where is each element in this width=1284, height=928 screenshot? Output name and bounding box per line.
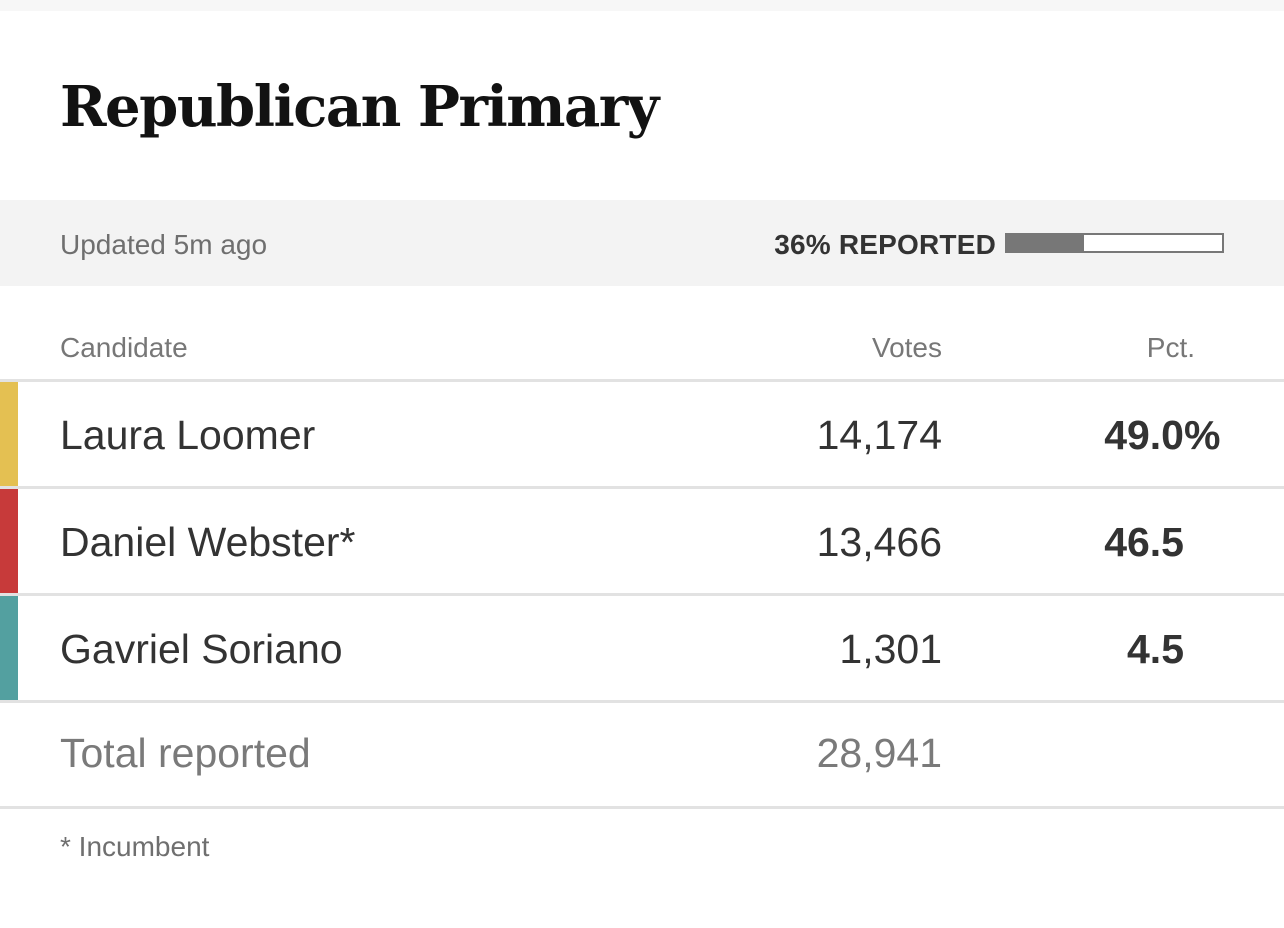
row-divider bbox=[0, 379, 1284, 382]
candidate-name: Gavriel Soriano bbox=[60, 626, 343, 672]
candidate-name: Daniel Webster* bbox=[60, 519, 356, 565]
candidate-pct-value: 46.5 bbox=[1104, 519, 1184, 565]
race-title: Republican Primary bbox=[60, 74, 659, 140]
candidate-color-swatch bbox=[0, 489, 18, 593]
candidate-pct: 46.5 bbox=[1095, 519, 1223, 565]
row-divider bbox=[0, 593, 1284, 596]
incumbent-footnote: * Incumbent bbox=[60, 831, 210, 862]
total-reported-label: Total reported bbox=[60, 730, 311, 776]
updated-timestamp: Updated 5m ago bbox=[60, 229, 268, 260]
candidate-name: Laura Loomer bbox=[60, 412, 316, 458]
candidate-pct: 4.5 bbox=[1095, 626, 1223, 672]
candidate-pct: 49.0% bbox=[1095, 412, 1223, 458]
candidate-votes: 14,174 bbox=[816, 412, 942, 458]
total-reported-votes: 28,941 bbox=[816, 730, 942, 776]
top-strip bbox=[0, 0, 1284, 11]
reported-label: 36% REPORTED bbox=[774, 229, 996, 260]
candidate-pct-value: 4.5 bbox=[1127, 626, 1184, 672]
row-divider bbox=[0, 486, 1284, 489]
candidate-votes: 13,466 bbox=[816, 519, 942, 565]
table-row: Laura Loomer 14,174 49.0% bbox=[0, 382, 1284, 486]
candidate-color-swatch bbox=[0, 596, 18, 700]
reporting-progress-bar bbox=[1005, 233, 1224, 253]
column-header-pct: Pct. bbox=[1146, 332, 1195, 363]
candidate-pct-value: 49.0 bbox=[1104, 412, 1184, 458]
row-divider bbox=[0, 700, 1284, 703]
column-header-votes: Votes bbox=[871, 332, 942, 363]
column-header-candidate: Candidate bbox=[60, 332, 188, 363]
table-bottom-divider bbox=[0, 806, 1284, 809]
candidate-pct-suffix: % bbox=[1184, 412, 1221, 458]
candidate-votes: 1,301 bbox=[839, 626, 942, 672]
reporting-progress-fill bbox=[1007, 235, 1085, 251]
candidate-color-swatch bbox=[0, 382, 18, 486]
table-row: Gavriel Soriano 1,301 4.5 bbox=[0, 596, 1284, 700]
table-row: Daniel Webster* 13,466 46.5 bbox=[0, 489, 1284, 593]
